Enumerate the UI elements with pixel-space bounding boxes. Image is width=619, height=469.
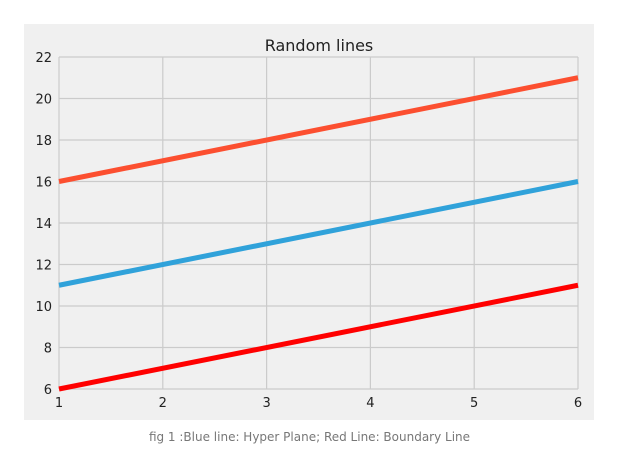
y-tick-label: 6 (44, 383, 52, 398)
y-tick-label: 16 (35, 176, 52, 191)
series-line-2 (58, 179, 579, 288)
x-tick-label: 4 (366, 396, 374, 411)
y-tick-labels: 6 8 10 12 14 16 18 20 22 (35, 51, 52, 398)
x-tick-label: 1 (55, 396, 63, 411)
series-line-3 (58, 282, 579, 392)
y-tick-label: 10 (35, 300, 52, 315)
series-line-1 (58, 75, 579, 184)
x-tick-labels: 1 2 3 4 5 6 (55, 396, 582, 411)
x-tick-label: 2 (159, 396, 167, 411)
y-tick-label: 14 (35, 217, 52, 232)
chart-figure (24, 24, 594, 420)
grid-lines (58, 56, 579, 390)
x-tick-label: 3 (262, 396, 270, 411)
figure-caption: fig 1 :Blue line: Hyper Plane; Red Line:… (148, 430, 471, 444)
y-tick-label: 12 (35, 259, 52, 274)
series-group (58, 75, 579, 392)
y-tick-label: 18 (35, 134, 52, 149)
x-tick-label: 6 (574, 396, 582, 411)
x-tick-label: 5 (470, 396, 478, 411)
y-tick-label: 22 (35, 51, 52, 66)
chart-title: Random lines (265, 36, 374, 55)
y-tick-label: 20 (35, 93, 52, 108)
y-tick-label: 8 (44, 342, 52, 357)
